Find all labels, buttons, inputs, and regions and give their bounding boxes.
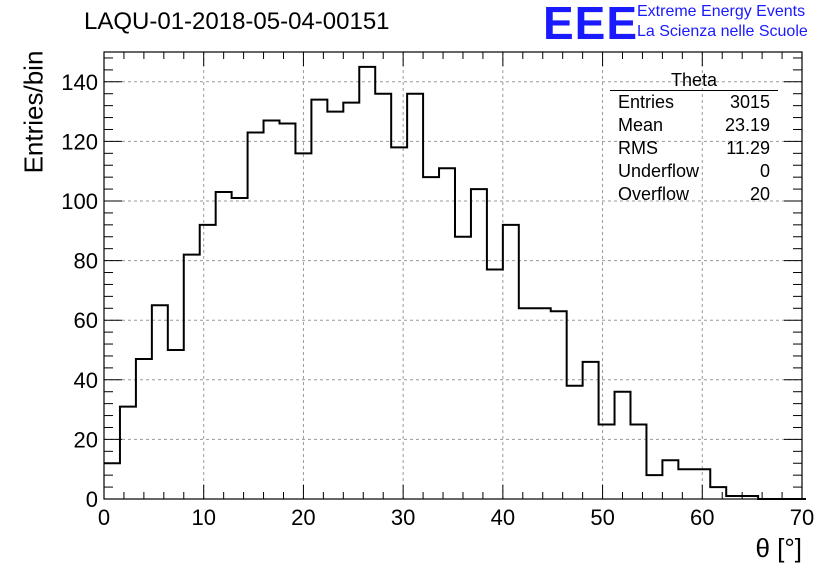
stats-value: 23.19 — [724, 115, 770, 135]
y-tick-label: 40 — [74, 368, 98, 393]
y-tick-label: 100 — [61, 189, 98, 214]
stats-label: Entries — [618, 92, 675, 112]
stats-value: 3015 — [729, 92, 770, 112]
x-tick-label: 60 — [690, 505, 714, 530]
logo-caption-line2: La Scienza nelle Scuole — [637, 23, 808, 40]
plot-frame — [103, 51, 803, 500]
stats-row-entries: Entries 3015 — [610, 91, 778, 114]
x-axis-label: θ [°] — [755, 533, 802, 563]
stats-value: 11.29 — [726, 138, 770, 158]
histogram-line — [104, 65, 806, 500]
stats-label: Underflow — [618, 161, 700, 181]
x-tick-label: 0 — [98, 505, 110, 530]
stats-value: 0 — [759, 161, 770, 181]
run-title: LAQU-01-2018-05-04-00151 — [84, 8, 390, 35]
y-tick-label: 140 — [61, 70, 98, 95]
y-tick-label: 80 — [74, 249, 98, 274]
x-tick-label: 70 — [790, 505, 814, 530]
stats-label: RMS — [618, 138, 658, 158]
stats-box: Theta Entries 3015 Mean 23.19 RMS 11.29 … — [610, 70, 778, 206]
stats-row-overflow: Overflow 20 — [610, 183, 778, 206]
stats-row-rms: RMS 11.29 — [610, 137, 778, 160]
logo-caption-line1: Extreme Energy Events — [637, 3, 806, 20]
y-tick-label: 0 — [86, 487, 98, 512]
y-axis-label: Entries/bin — [18, 50, 49, 174]
stats-row-mean: Mean 23.19 — [610, 114, 778, 137]
x-tick-label: 30 — [391, 505, 415, 530]
y-tick-label: 20 — [74, 427, 98, 452]
stats-label: Mean — [618, 115, 664, 135]
y-tick-label: 120 — [61, 129, 98, 154]
stats-value: 20 — [749, 184, 770, 204]
stats-row-underflow: Underflow 0 — [610, 160, 778, 183]
x-tick-label: 40 — [491, 505, 515, 530]
x-tick-label: 20 — [291, 505, 315, 530]
y-tick-label: 60 — [74, 308, 98, 333]
eee-logo: EEE — [543, 0, 639, 49]
stats-title: Theta — [610, 70, 778, 91]
stats-label: Overflow — [618, 184, 690, 204]
x-tick-label: 10 — [191, 505, 215, 530]
x-tick-label: 50 — [590, 505, 614, 530]
